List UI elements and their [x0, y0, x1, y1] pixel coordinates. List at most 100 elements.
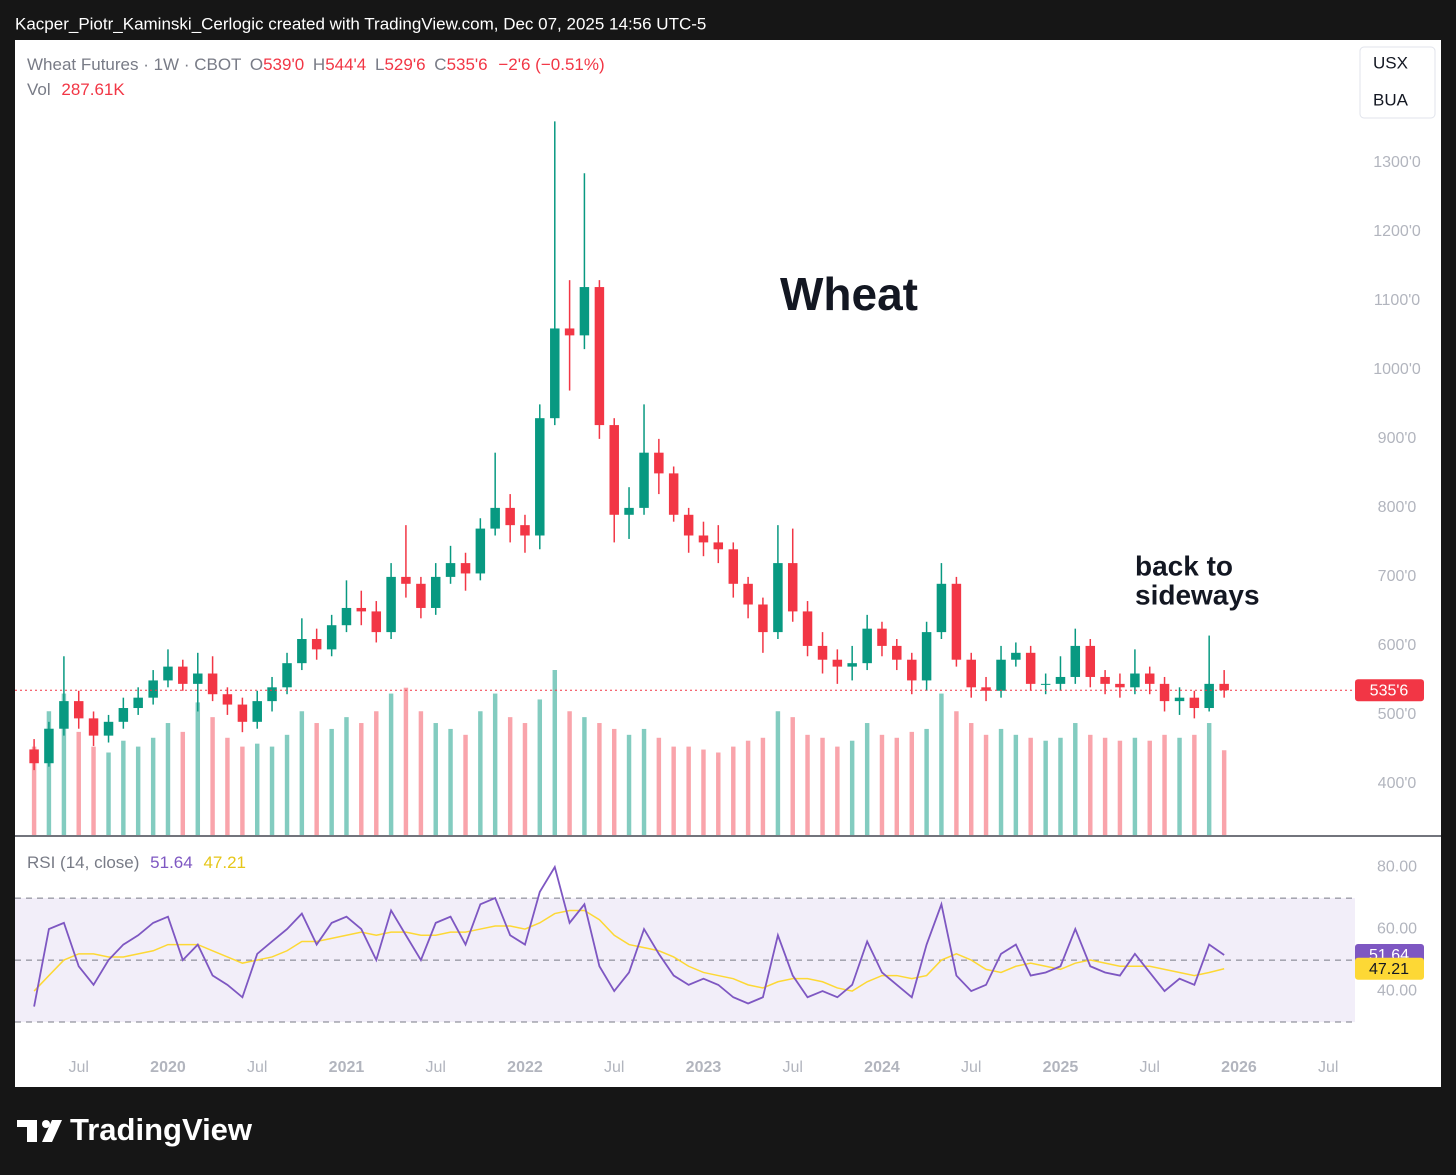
candle-body [88, 718, 99, 736]
candle-body [356, 607, 367, 612]
volume-bar [76, 731, 81, 835]
candle-body [490, 507, 500, 529]
candle-body [1115, 683, 1125, 688]
volume-bar [195, 702, 201, 835]
rsi-line [33, 864, 1225, 1007]
y-tick-label: 900'0 [1378, 430, 1417, 447]
volume-bar [1088, 734, 1093, 835]
volume-bar [1192, 734, 1197, 835]
candle-body [802, 611, 813, 646]
candle-body [237, 704, 248, 722]
candle-body [73, 701, 84, 719]
x-tick-label: Jul [247, 1059, 267, 1076]
volume-bar [61, 693, 67, 835]
candle-body [862, 628, 872, 664]
volume-bar [329, 728, 334, 835]
y-tick-label: 1100'0 [1374, 292, 1420, 309]
volume-bar [418, 711, 424, 835]
candle-body [832, 659, 843, 667]
candle-body [163, 666, 173, 681]
volume-bar [165, 723, 171, 835]
x-tick-label: 2021 [329, 1059, 365, 1076]
candle-body [416, 583, 426, 608]
volume-bar [835, 746, 840, 835]
candle-body [713, 542, 724, 550]
volume-bar [582, 717, 587, 835]
x-tick-label: 2024 [864, 1059, 900, 1076]
candle-body [847, 663, 857, 667]
logo-mark [17, 1120, 62, 1142]
candle-body [1100, 676, 1110, 684]
candle-body [907, 659, 917, 681]
ohlc-key: H [313, 55, 325, 74]
ohlc-value: 529'6 [384, 55, 425, 74]
rsi-ma-value: 47.21 [203, 853, 246, 872]
volume-bar [760, 737, 766, 835]
candle-body [728, 549, 739, 584]
candle-body [1040, 683, 1051, 685]
change: −2'6 (−0.51%) [498, 55, 604, 74]
x-tick-label: 2023 [686, 1059, 722, 1076]
candle-body [311, 639, 322, 650]
candle-body [445, 563, 456, 577]
candle-body [430, 576, 441, 608]
volume-bar [969, 723, 974, 835]
candle-body [1055, 676, 1066, 684]
y-tick-label: 700'0 [1378, 568, 1417, 585]
x-tick-label: Jul [1139, 1059, 1159, 1076]
candle-body [29, 749, 39, 764]
last-price-label: 535'6 [1370, 682, 1409, 699]
volume-bar [686, 746, 691, 835]
y-tick-label: 1300'0 [1373, 154, 1421, 171]
volume-bar [344, 717, 349, 835]
currency-button[interactable]: USX [1373, 53, 1408, 72]
candle-body [59, 701, 69, 729]
volume-bar [240, 746, 245, 835]
candle-body [520, 525, 530, 536]
candle-body [1070, 645, 1081, 677]
candle-body [773, 563, 783, 633]
volume-bar [359, 723, 364, 835]
volume-bar [106, 752, 111, 835]
volume-bar [626, 734, 632, 835]
candle-body [654, 452, 664, 474]
volume-bar [537, 699, 543, 835]
candle-body [341, 607, 352, 626]
volume-bar [507, 717, 513, 835]
volume-bar [597, 723, 602, 835]
volume-bar [716, 752, 721, 835]
y-tick-label: 60.00 [1377, 920, 1417, 937]
candle-body [1144, 673, 1155, 684]
volume-bar [225, 737, 230, 835]
candle-body [1204, 683, 1214, 709]
unit-button[interactable]: BUA [1373, 90, 1409, 109]
volume-bar [909, 731, 915, 835]
volume-bar [954, 711, 959, 835]
volume-bar [1102, 737, 1108, 835]
volume-bar [46, 711, 52, 835]
candle-body [758, 604, 768, 633]
candle-body [743, 583, 753, 605]
candle-body [133, 697, 143, 709]
volume-bar [790, 717, 795, 835]
candle-body [326, 625, 337, 650]
volume-bar [374, 711, 379, 835]
candle-body [877, 628, 887, 646]
volume-bar [388, 693, 394, 835]
volume-value: 287.61K [61, 80, 125, 99]
candle-body [981, 687, 991, 691]
annotation: sideways [1135, 579, 1260, 610]
x-tick-label: 2020 [150, 1059, 186, 1076]
candle-body [1189, 697, 1200, 709]
ohlc-key: L [375, 55, 384, 74]
x-tick-label: 2022 [507, 1059, 543, 1076]
volume-bar [522, 723, 528, 835]
volume-bar [255, 743, 260, 835]
volume-bar [1177, 737, 1182, 835]
candle-body [564, 328, 575, 336]
x-tick-label: Jul [425, 1059, 445, 1076]
rsi-title: RSI (14, close) [27, 853, 139, 872]
volume-bar [1013, 734, 1019, 835]
x-tick-label: Jul [782, 1059, 802, 1076]
value-label: 47.21 [1369, 961, 1409, 978]
